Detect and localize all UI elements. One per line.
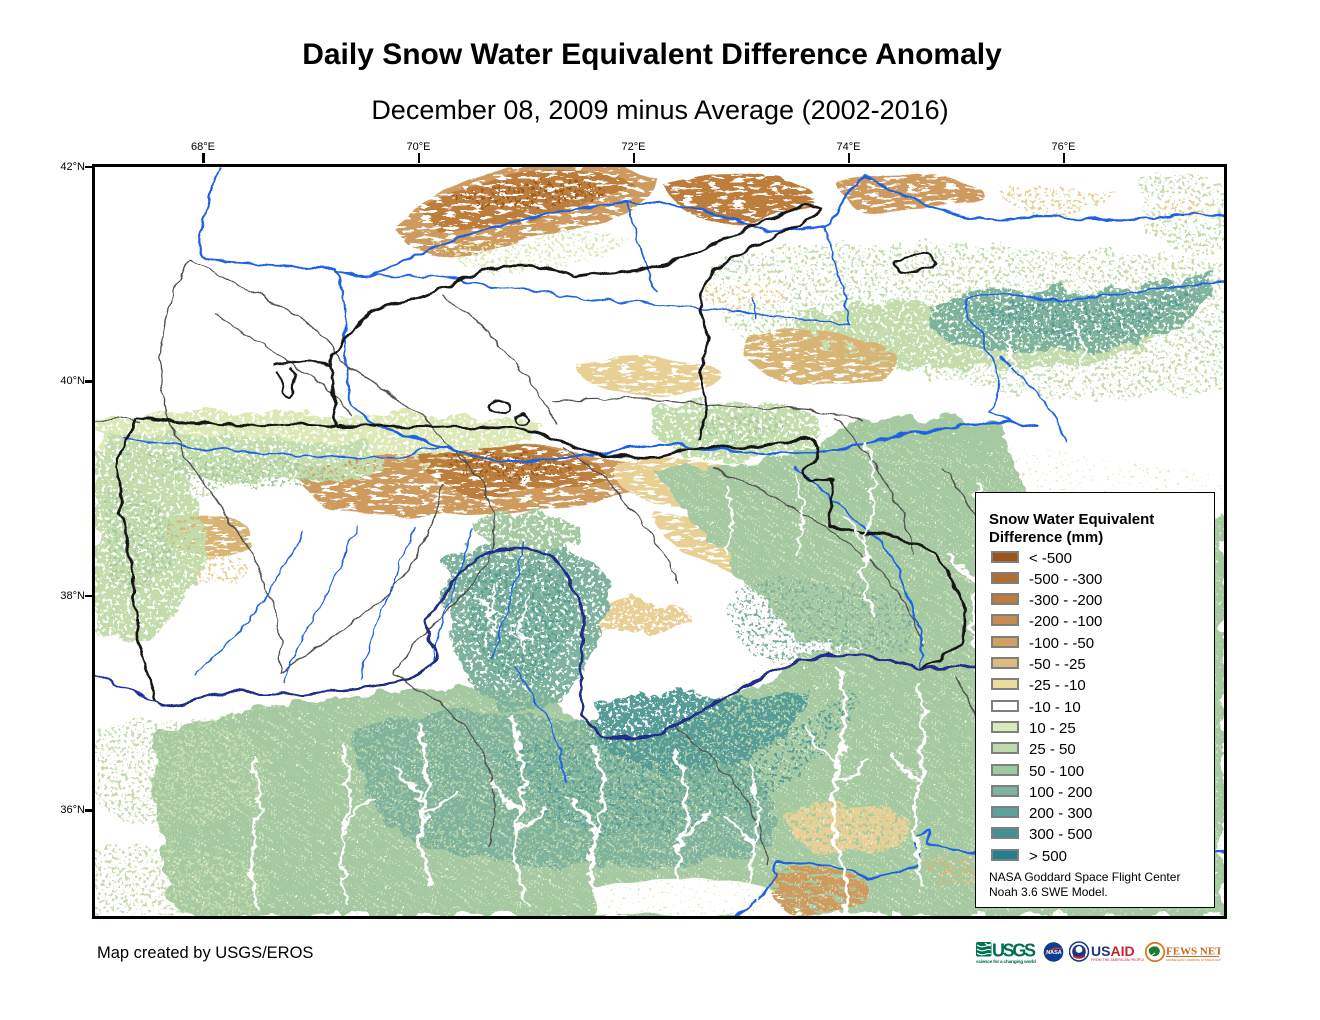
svg-text:FEWS NET: FEWS NET: [1166, 946, 1221, 958]
svg-text:USGS: USGS: [992, 941, 1036, 961]
svg-text:FROM THE AMERICAN PEOPLE: FROM THE AMERICAN PEOPLE: [1091, 958, 1144, 962]
svg-text:USAID: USAID: [1091, 943, 1135, 959]
svg-text:science for a changing world: science for a changing world: [976, 959, 1036, 964]
svg-text:FAMINE EARLY WARNING SYSTEMS N: FAMINE EARLY WARNING SYSTEMS NETWORK: [1166, 958, 1221, 962]
svg-text:NASA: NASA: [1046, 950, 1062, 956]
